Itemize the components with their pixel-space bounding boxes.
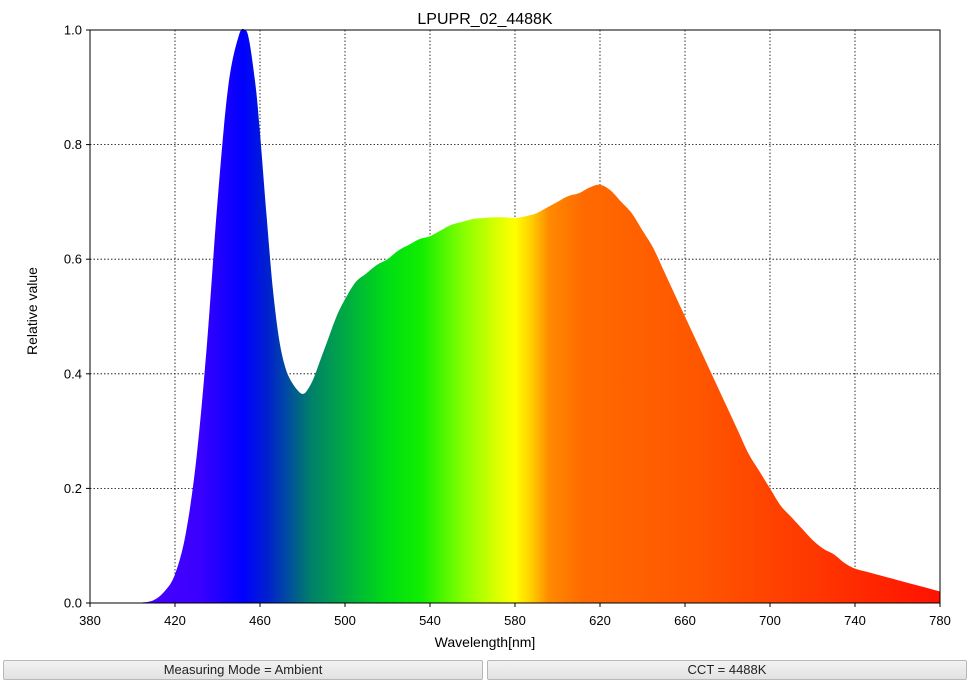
x-tick-label: 420 (164, 613, 186, 628)
y-axis-label: Relative value (24, 267, 40, 355)
y-tick-label: 0.0 (64, 596, 82, 611)
x-axis-ticks: 380 420 460 500 540 580 620 660 700 740 780 (79, 603, 951, 628)
x-tick-label: 660 (674, 613, 696, 628)
status-bar: Measuring Mode = Ambient CCT = 4488K (0, 658, 970, 683)
x-axis-label: Wavelength[nm] (435, 634, 536, 650)
y-tick-label: 0.8 (64, 137, 82, 152)
y-tick-label: 0.4 (64, 366, 82, 381)
x-tick-label: 540 (419, 613, 441, 628)
x-tick-label: 380 (79, 613, 101, 628)
x-tick-label: 460 (249, 613, 271, 628)
spectrum-chart: LPUPR_02_4488K 380 420 460 500 540 580 620 660 7… (24, 11, 951, 650)
x-tick-label: 780 (929, 613, 951, 628)
x-tick-label: 620 (589, 613, 611, 628)
x-tick-label: 740 (844, 613, 866, 628)
y-tick-label: 0.6 (64, 252, 82, 267)
x-tick-label: 700 (759, 613, 781, 628)
y-tick-label: 1.0 (64, 23, 82, 38)
measuring-mode-status: Measuring Mode = Ambient (3, 660, 483, 680)
spectrum-area (90, 28, 940, 604)
x-tick-label: 500 (334, 613, 356, 628)
chart-title: LPUPR_02_4488K (417, 11, 553, 28)
y-tick-label: 0.2 (64, 481, 82, 496)
y-axis-ticks: 0.0 0.2 0.4 0.6 0.8 1.0 (64, 23, 90, 611)
x-tick-label: 580 (504, 613, 526, 628)
cct-status: CCT = 4488K (487, 660, 967, 680)
